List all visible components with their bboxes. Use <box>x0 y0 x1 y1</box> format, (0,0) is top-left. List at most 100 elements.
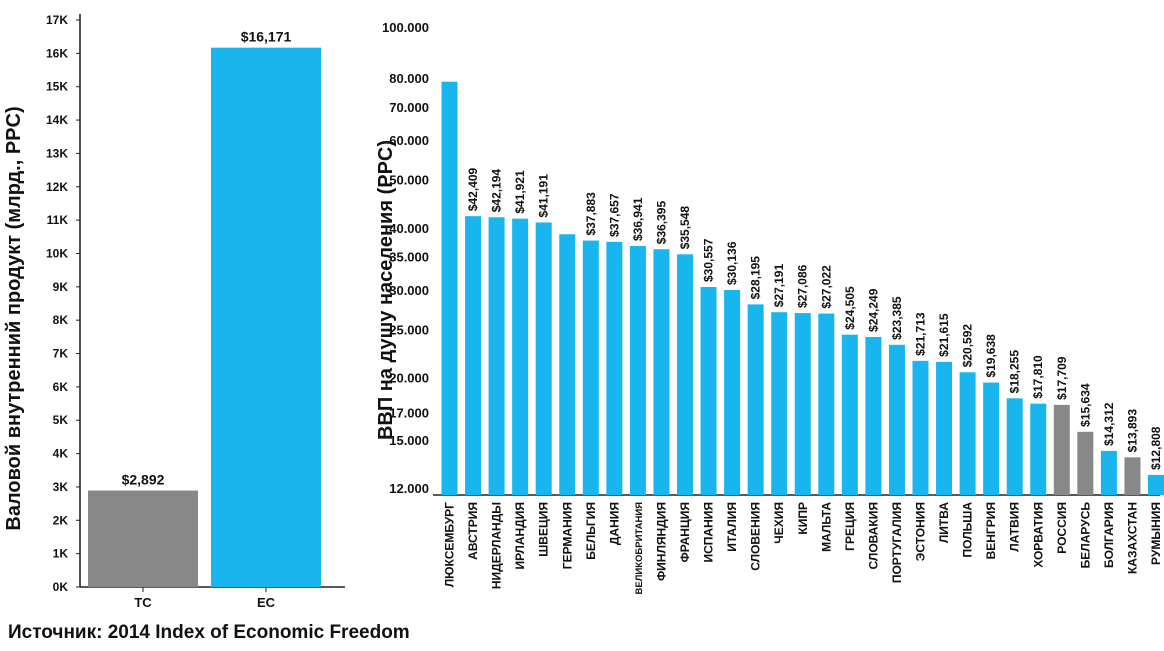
data-label: $36,941 <box>631 197 645 241</box>
y-tick-label: 3K <box>53 480 69 494</box>
bar <box>1077 431 1094 495</box>
x-tick-label: ПОРТУГАЛИЯ <box>890 502 904 583</box>
data-label: $27,086 <box>796 264 810 308</box>
bar <box>559 234 576 496</box>
bar <box>211 47 321 587</box>
bar <box>912 360 929 495</box>
bar <box>724 289 741 495</box>
y-tick-label: 17.000 <box>389 406 429 421</box>
data-label: $23,385 <box>890 296 904 340</box>
data-label: $17,810 <box>1031 355 1045 399</box>
bar <box>582 240 599 495</box>
data-label: $21,713 <box>914 312 928 356</box>
bar <box>983 382 1000 495</box>
gdp-per-capita-chart: 12.000 15.000 17.000 20.000 25.000 30.000 35.0… <box>375 20 1164 594</box>
x-tick-label: БЕЛЬГИЯ <box>584 502 598 560</box>
x-tick-label: РУМЫНИЯ <box>1149 502 1163 565</box>
data-label: $27,191 <box>772 264 786 308</box>
x-tick-label: ЭСТОНИЯ <box>914 502 928 561</box>
data-label: $30,136 <box>725 241 739 285</box>
y-tick-label: 30.000 <box>389 283 429 298</box>
y-tick-label: 8K <box>53 313 69 327</box>
y-tick-label: 15K <box>46 80 68 94</box>
y-tick-label: 13K <box>46 146 68 160</box>
data-label: $42,409 <box>466 167 480 211</box>
y-tick-label: 100.000 <box>382 20 429 35</box>
y-axis-title: Валовой внутренний продукт (млрд., PPC) <box>3 106 25 530</box>
bar <box>771 312 788 495</box>
bar <box>1053 404 1070 495</box>
data-label: $28,195 <box>749 256 763 300</box>
y-tick-label: 20.000 <box>389 371 429 386</box>
source-note: Источник: 2014 Index of Economic Freedom <box>8 622 410 643</box>
bar <box>936 361 953 495</box>
bar <box>700 286 717 495</box>
x-tick-label: АВСТРИЯ <box>466 502 480 560</box>
bar <box>1030 403 1047 495</box>
x-tick-label: ШВЕЦИЯ <box>537 502 551 557</box>
x-tick-label: ВЕЛИКОБРИТАНИЯ <box>634 502 645 595</box>
x-tick-label: ЛИТВА <box>937 502 951 543</box>
y-tick-label: 60.000 <box>389 133 429 148</box>
data-label: $36,395 <box>654 201 668 245</box>
data-label: $2,892 <box>122 472 165 488</box>
y-tick-label: 25.000 <box>389 322 429 337</box>
data-label: $35,548 <box>678 206 692 250</box>
y-tick-label: 70.000 <box>389 100 429 115</box>
y-tick-label: 12.000 <box>389 481 429 496</box>
data-label: $42,194 <box>490 169 504 213</box>
x-tick-label: МАЛЬТА <box>819 502 833 552</box>
data-label: $37,883 <box>584 192 598 236</box>
x-tick-label: ИТАЛИЯ <box>725 502 739 552</box>
y-tick-label: 35.000 <box>389 250 429 265</box>
bar <box>841 334 858 495</box>
bar <box>888 344 905 495</box>
data-label: $41,191 <box>537 174 551 218</box>
data-label: $30,557 <box>702 238 716 282</box>
x-tick-label: ДАНИЯ <box>607 502 621 545</box>
x-tick-label: ЕС <box>257 595 276 610</box>
x-tick-label: БЕЛАРУСЬ <box>1078 502 1092 569</box>
x-tick-label: БОЛГАРИЯ <box>1102 502 1116 568</box>
x-tick-label: ИРЛАНДИЯ <box>513 502 527 569</box>
bar <box>629 245 646 495</box>
data-label: $27,022 <box>819 265 833 309</box>
bar <box>865 336 882 495</box>
y-tick-label: 50.000 <box>389 173 429 188</box>
bar <box>512 218 529 495</box>
y-tick-label: 4K <box>53 447 69 461</box>
y-tick-label: 15.000 <box>389 433 429 448</box>
bar <box>794 313 811 495</box>
x-tick-label: ВЕНГРИЯ <box>984 502 998 559</box>
x-tick-label: ГРЕЦИЯ <box>843 502 857 551</box>
x-tick-label: ИСПАНИЯ <box>702 502 716 563</box>
bar <box>1100 450 1117 495</box>
bar <box>818 313 835 495</box>
data-label: $12,808 <box>1149 426 1163 470</box>
x-tick-label: ПОЛЬША <box>961 502 975 558</box>
x-tick-label: НИДЕРЛАНДЫ <box>490 502 504 589</box>
bar <box>1006 398 1023 495</box>
x-tick-label: ЛАТВИЯ <box>1008 502 1022 552</box>
x-tick-label: КИПР <box>796 502 810 535</box>
x-tick-label: ЛЮКСЕМБУРГ <box>443 502 457 587</box>
data-label: $17,709 <box>1055 356 1069 400</box>
bar <box>747 304 764 495</box>
y-tick-label: 9K <box>53 280 69 294</box>
data-label: $21,615 <box>937 313 951 357</box>
y-tick-label: 17K <box>46 13 68 27</box>
data-label: $24,249 <box>866 288 880 332</box>
y-tick-label: 2K <box>53 513 69 527</box>
bar <box>1124 457 1141 495</box>
x-tick-label: ФИНЛЯНДИЯ <box>654 502 668 581</box>
y-tick-label: 14K <box>46 113 68 127</box>
y-tick-label: 6K <box>53 380 69 394</box>
bar <box>535 222 552 495</box>
data-label: $24,505 <box>843 286 857 330</box>
data-label: $18,255 <box>1008 350 1022 394</box>
x-tick-label: ЧЕХИЯ <box>772 502 786 544</box>
x-tick-label: СЛОВЕНИЯ <box>749 502 763 571</box>
data-label: $16,171 <box>241 29 292 45</box>
y-tick-label: 10K <box>46 246 68 260</box>
